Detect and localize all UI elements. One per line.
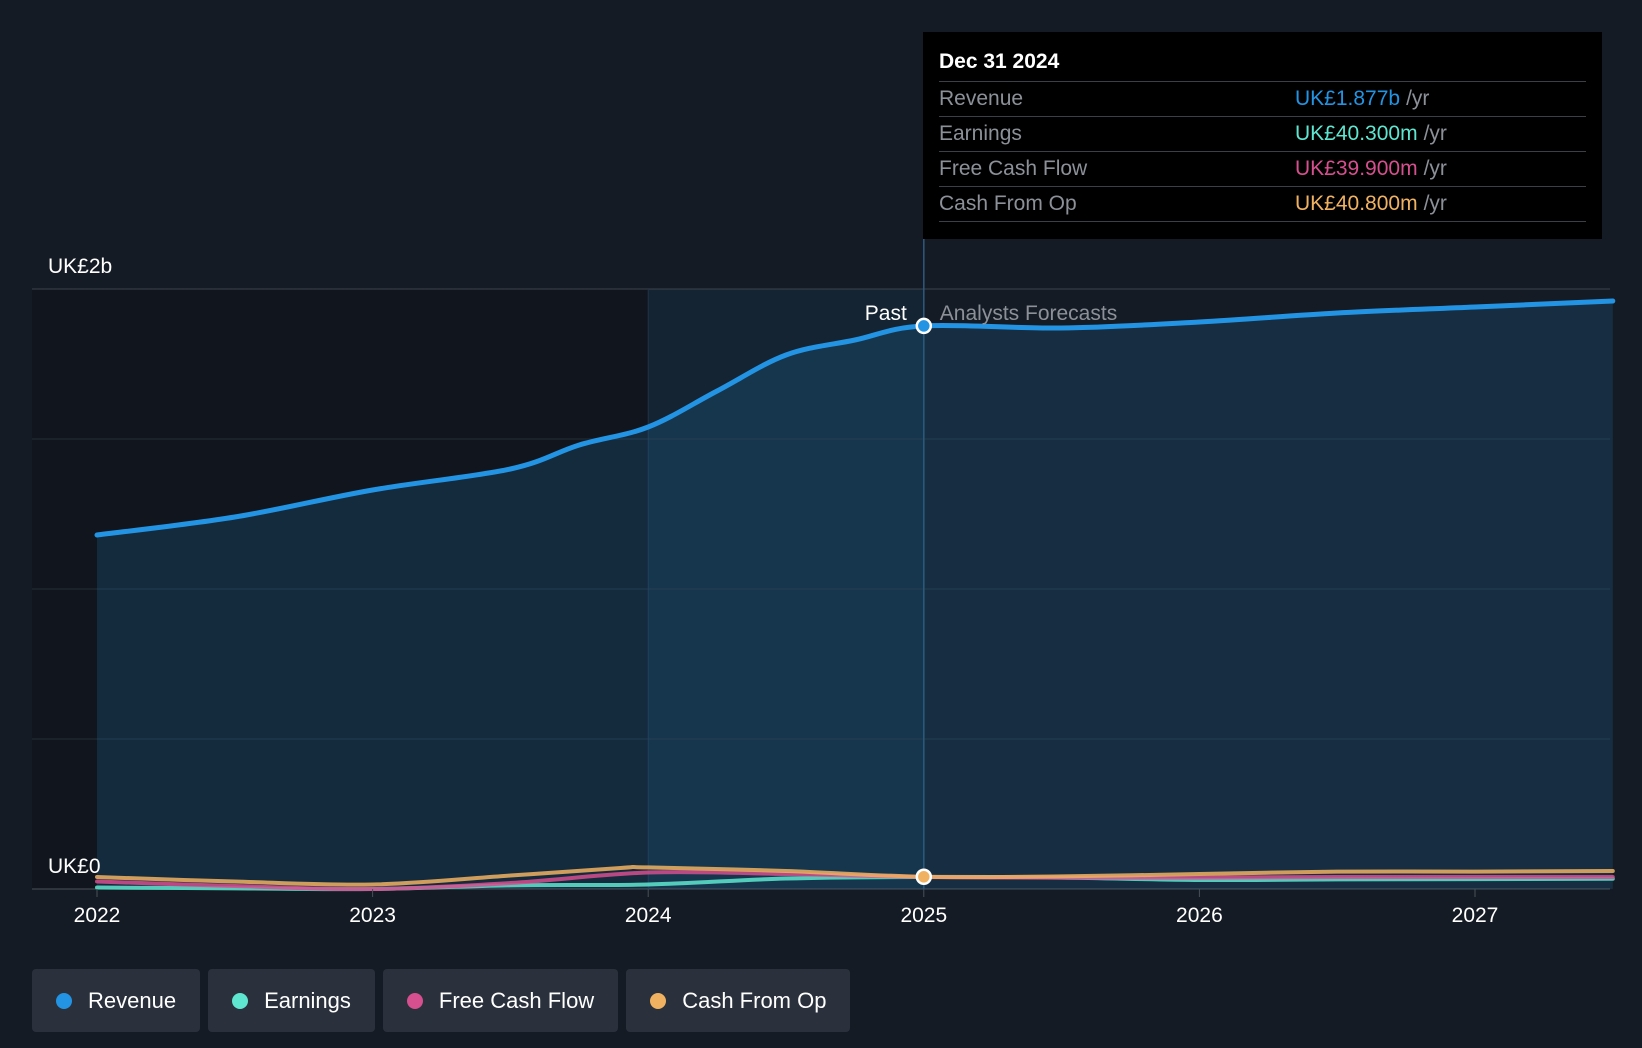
series-lines <box>94 298 1616 892</box>
legend: Revenue Earnings Free Cash Flow Cash Fro… <box>32 969 851 1032</box>
revenue-line <box>94 298 1616 538</box>
x-tick-label: 2024 <box>625 904 672 927</box>
cash-from-op-point <box>915 868 933 886</box>
tooltip-row-free-cash-flow: Free Cash Flow UK£39.900m /yr <box>939 152 1586 187</box>
x-tick-label: 2022 <box>74 904 121 927</box>
legend-item-cash-from-op[interactable]: Cash From Op <box>626 969 851 1032</box>
legend-label: Free Cash Flow <box>438 987 595 1013</box>
tooltip-unit: /yr <box>1423 157 1447 180</box>
revenue-point <box>915 317 933 335</box>
legend-label: Cash From Op <box>682 987 827 1013</box>
tooltip-value: UK£40.800m <box>1295 192 1418 215</box>
y-tick-labels: UK£0 UK£2b <box>48 255 112 878</box>
tooltip-label: Cash From Op <box>939 192 1077 215</box>
legend-item-revenue[interactable]: Revenue <box>32 969 201 1032</box>
tooltip-row-earnings: Earnings UK£40.300m /yr <box>939 117 1586 152</box>
free-cash-flow-dot-icon <box>406 992 423 1009</box>
tooltip: Dec 31 2024 Revenue UK£1.877b /yr Earnin… <box>923 32 1602 239</box>
x-tick-label: 2027 <box>1452 904 1499 927</box>
tooltip-label: Free Cash Flow <box>939 157 1088 180</box>
revenue-dot-icon <box>56 992 72 1009</box>
tooltip-label: Revenue <box>939 87 1024 110</box>
past-label: Past <box>865 302 907 325</box>
x-tick-label: 2026 <box>1176 904 1223 927</box>
tooltip-unit: /yr <box>1406 87 1430 110</box>
legend-item-earnings[interactable]: Earnings <box>208 969 375 1032</box>
area-fills <box>97 301 1613 889</box>
earnings-dot-icon <box>232 992 249 1009</box>
legend-label: Earnings <box>264 987 351 1013</box>
tooltip-row-revenue: Revenue UK£1.877b /yr <box>939 82 1586 117</box>
y-tick-label: UK£2b <box>48 255 112 278</box>
x-tick-label: 2023 <box>349 904 396 927</box>
tooltip-value: UK£40.300m <box>1295 122 1418 145</box>
revenue-area <box>97 301 1613 889</box>
x-axis: 2022 2023 2024 2025 2026 2027 <box>74 889 1499 927</box>
tooltip-value: UK£1.877b <box>1295 87 1401 110</box>
tooltip-unit: /yr <box>1423 192 1447 215</box>
tooltip-unit: /yr <box>1423 122 1447 145</box>
point-markers <box>915 317 933 886</box>
tooltip-row-cash-from-op: Cash From Op UK£40.800m /yr <box>939 187 1586 222</box>
tooltip-date: Dec 31 2024 <box>939 46 1586 82</box>
legend-label: Revenue <box>88 987 177 1013</box>
y-tick-label: UK£0 <box>48 855 101 878</box>
cash-from-op-line <box>95 864 1615 887</box>
x-tick-label: 2025 <box>900 904 947 927</box>
cash-from-op-dot-icon <box>650 992 667 1009</box>
legend-item-free-cash-flow[interactable]: Free Cash Flow <box>382 969 619 1032</box>
tooltip-label: Earnings <box>939 122 1022 145</box>
tooltip-value: UK£39.900m <box>1295 157 1418 180</box>
forecast-label: Analysts Forecasts <box>940 302 1117 325</box>
